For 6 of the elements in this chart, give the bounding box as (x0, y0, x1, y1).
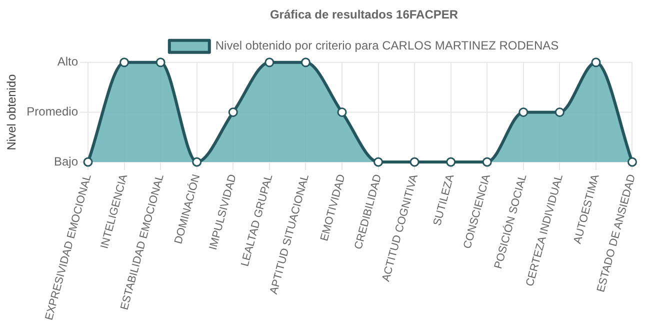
category-label: Bajo (54, 154, 78, 168)
category-label: Promedio (26, 104, 78, 119)
chart-title: Gráfica de resultados 16FACPER (270, 8, 458, 22)
category-label: Alto (57, 54, 78, 69)
y-axis-title: Nivel obtenido (4, 74, 18, 150)
legend-label: Nivel obtenido por criterio para CARLOS MARTINEZ RODENAS (215, 38, 559, 53)
